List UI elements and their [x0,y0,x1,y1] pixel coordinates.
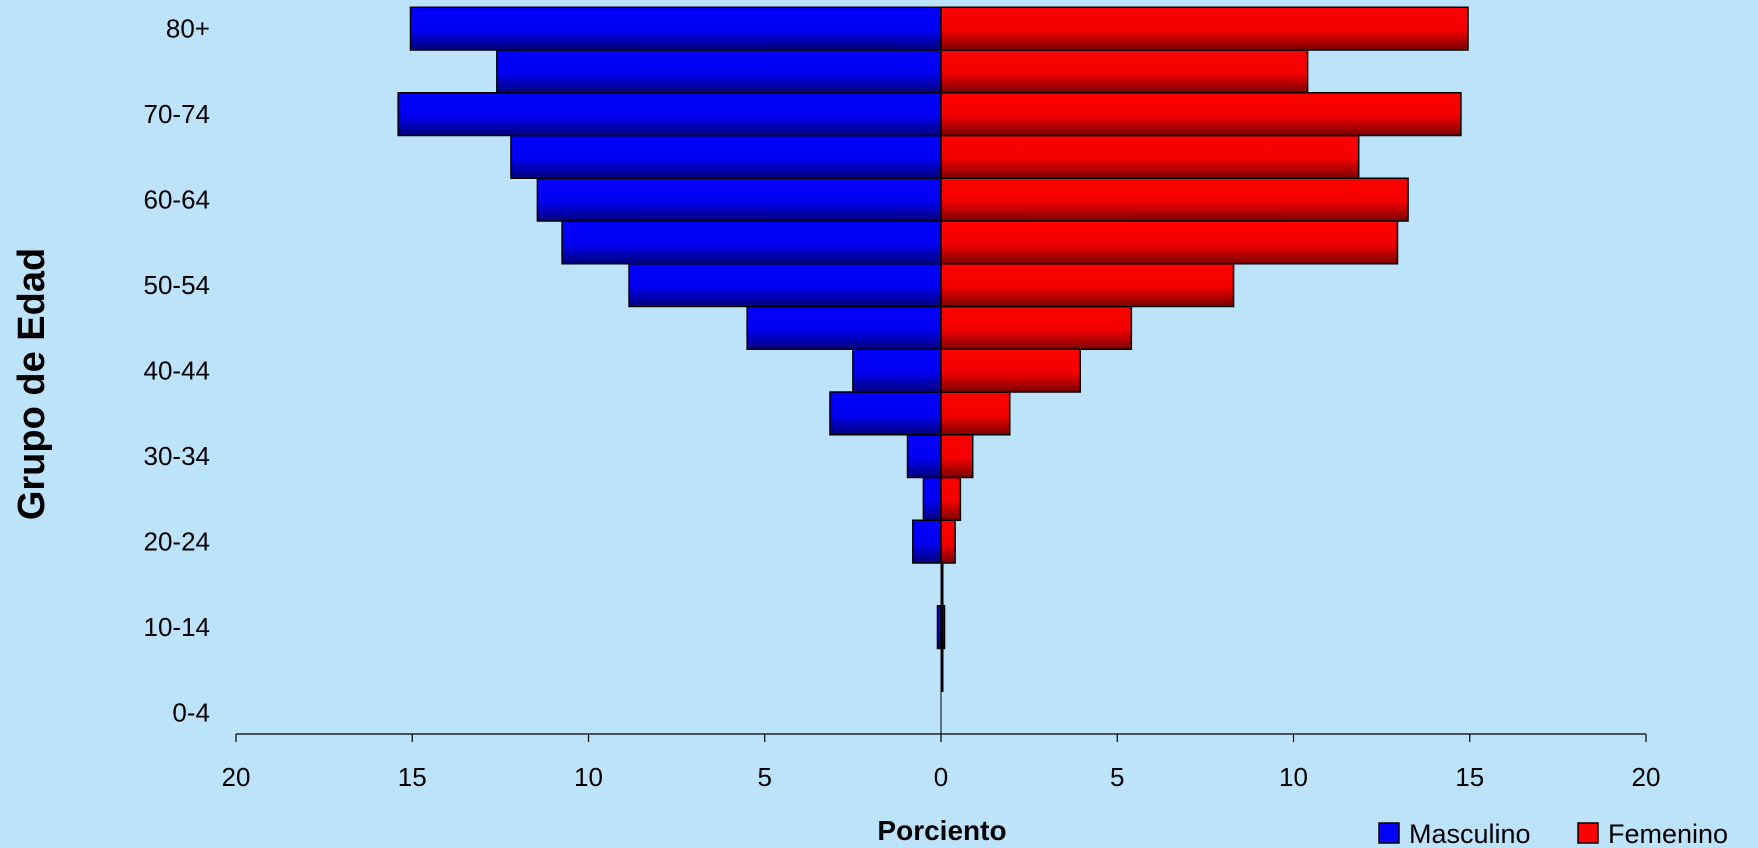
x-tick-label: 20 [1632,762,1661,792]
y-tick-label: 0-4 [172,698,210,728]
y-tick-label: 10-14 [144,612,211,642]
x-tick-label: 0 [934,762,948,792]
bar-femenino-20-24 [940,519,956,564]
bar-masculino-25-29 [922,476,942,521]
legend-swatch-femenino [1577,822,1599,844]
bar-femenino-40-44 [940,348,1081,393]
x-tick-labels: 20 15 10 5 0 5 10 15 20 [222,734,1661,792]
y-tick-label: 20-24 [144,527,211,557]
bar-femenino-80plus [940,6,1469,51]
bar-femenino-25-29 [940,476,962,521]
series-masculino [397,6,942,650]
x-axis-title: Porciento [877,815,1006,846]
y-tick-labels: 0-4 10-14 20-24 30-34 40-44 50-54 60-64 70-74 80… [144,14,211,728]
bar-femenino-65-69 [940,134,1360,179]
bar-masculino-65-69 [510,134,942,179]
bar-masculino-55-59 [561,220,942,265]
y-tick-label: 30-34 [144,441,211,471]
x-tick-label: 15 [1455,762,1484,792]
y-tick-label: 40-44 [144,356,211,386]
legend-swatch-masculino [1378,822,1400,844]
bar-masculino-40-44 [852,348,942,393]
bar-femenino-70-74 [940,92,1462,137]
x-tick-label: 10 [574,762,603,792]
x-tick-label: 10 [1279,762,1308,792]
x-tick-label: 15 [398,762,427,792]
x-tick-label: 5 [1110,762,1124,792]
bar-femenino-35-39 [940,391,1011,436]
y-tick-label: 60-64 [144,185,211,215]
bar-masculino-60-64 [536,177,942,222]
x-tick-label: 20 [222,762,251,792]
y-axis-title: Grupo de Edad [11,248,53,520]
bar-femenino-75-79 [940,49,1309,94]
bar-masculino-45-49 [746,305,942,350]
legend-label-masculino: Masculino [1409,819,1531,848]
bar-masculino-20-24 [912,519,942,564]
series-femenino [940,6,1469,650]
y-tick-label: 50-54 [144,270,211,300]
y-tick-label: 70-74 [144,99,211,129]
bar-femenino-30-34 [940,434,974,479]
bar-masculino-30-34 [906,434,942,479]
bar-femenino-55-59 [940,220,1399,265]
bar-masculino-50-54 [628,263,942,308]
bar-femenino-45-49 [940,305,1133,350]
bar-masculino-35-39 [829,391,942,436]
bar-masculino-80plus [409,6,942,51]
x-tick-label: 5 [758,762,772,792]
bar-femenino-60-64 [940,177,1409,222]
legend-label-femenino: Femenino [1608,819,1728,848]
y-tick-label: 80+ [166,14,210,44]
legend: Masculino Femenino [1378,819,1728,848]
bar-masculino-75-79 [496,49,942,94]
bar-masculino-70-74 [397,92,942,137]
bar-femenino-50-54 [940,263,1235,308]
